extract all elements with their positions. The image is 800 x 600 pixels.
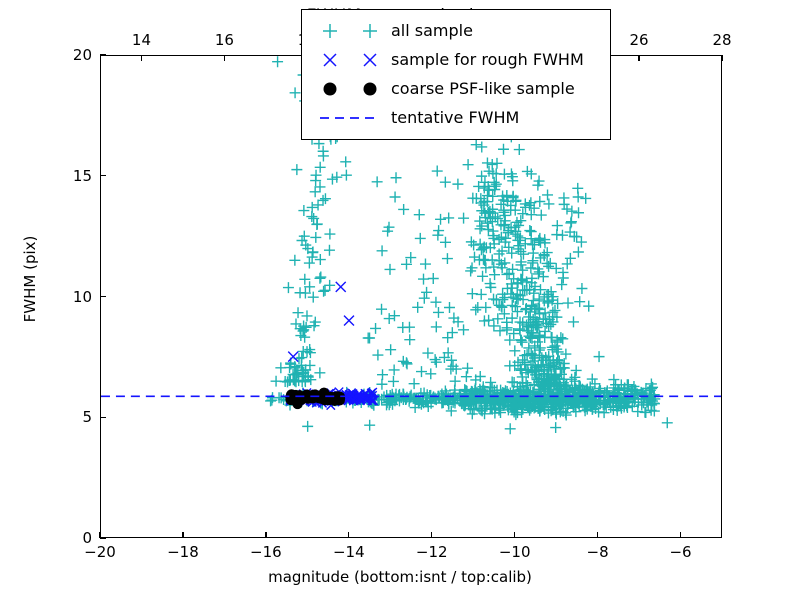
y-tick-mark [100, 416, 106, 418]
series-coarse-psf-points [285, 387, 346, 410]
x-tick-mark-bottom [513, 532, 516, 538]
x-tick-label-top: 26 [629, 31, 649, 49]
x-tick-label-top: 16 [214, 31, 234, 49]
x-axis-label: magnitude (bottom:isnt / top:calib) [268, 568, 532, 586]
dashed-line-icon [311, 106, 389, 130]
circle-icon [311, 77, 389, 101]
x-icon [311, 48, 389, 72]
x-tick-mark-bottom [679, 532, 682, 538]
series-all-sample-points [265, 56, 673, 435]
x-tick-label-bottom: −18 [167, 543, 199, 561]
x-tick-label-top: 28 [712, 31, 732, 49]
x-tick-mark-bottom [265, 532, 267, 538]
y-tick-label: 0 [82, 529, 92, 547]
x-tick-label-bottom: −12 [415, 543, 448, 561]
legend-item-all-sample[interactable]: all sample [311, 16, 601, 45]
x-tick-mark-top [140, 55, 143, 61]
x-tick-mark-bottom [596, 532, 599, 538]
legend-label-coarse-psf: coarse PSF-like sample [391, 79, 575, 98]
y-tick-mark [100, 295, 106, 298]
x-tick-mark-bottom [182, 532, 184, 538]
x-tick-mark-top [223, 55, 226, 61]
y-tick-mark [100, 175, 106, 177]
x-tick-label-bottom: −20 [84, 543, 116, 561]
x-tick-label-bottom: −6 [669, 543, 692, 561]
y-tick-mark [100, 54, 106, 56]
x-tick-label-bottom: −14 [332, 543, 365, 561]
x-tick-mark-top [721, 55, 723, 61]
y-axis-label: FWHM (pix) [21, 235, 39, 323]
plus-icon [311, 19, 389, 43]
legend-label-all-sample: all sample [391, 21, 473, 40]
legend-label-tentative-fwhm: tentative FWHM [391, 108, 520, 127]
y-tick-label: 20 [72, 46, 92, 64]
legend-item-tentative-fwhm[interactable]: tentative FWHM [311, 103, 601, 132]
x-tick-label-top: 14 [131, 31, 151, 49]
x-tick-mark-bottom [348, 532, 350, 538]
legend-item-rough-fwhm[interactable]: sample for rough FWHM [311, 45, 601, 74]
x-tick-mark-top [638, 55, 640, 61]
x-tick-label-bottom: −8 [586, 543, 609, 561]
x-tick-label-bottom: −16 [250, 543, 282, 561]
chart-legend: all sample sample for rough FWHM c [301, 9, 611, 140]
x-tick-mark-bottom [431, 532, 433, 538]
y-tick-label: 15 [72, 166, 92, 185]
legend-item-coarse-psf[interactable]: coarse PSF-like sample [311, 74, 601, 103]
y-tick-mark [100, 537, 106, 539]
x-tick-mark-bottom [99, 532, 101, 538]
y-tick-label: 5 [82, 408, 92, 427]
scatter-plot-svg [101, 56, 721, 435]
y-tick-label: 10 [72, 287, 92, 306]
plot-area [100, 55, 722, 538]
legend-label-rough-fwhm: sample for rough FWHM [391, 50, 584, 69]
x-tick-label-bottom: −10 [498, 543, 531, 561]
